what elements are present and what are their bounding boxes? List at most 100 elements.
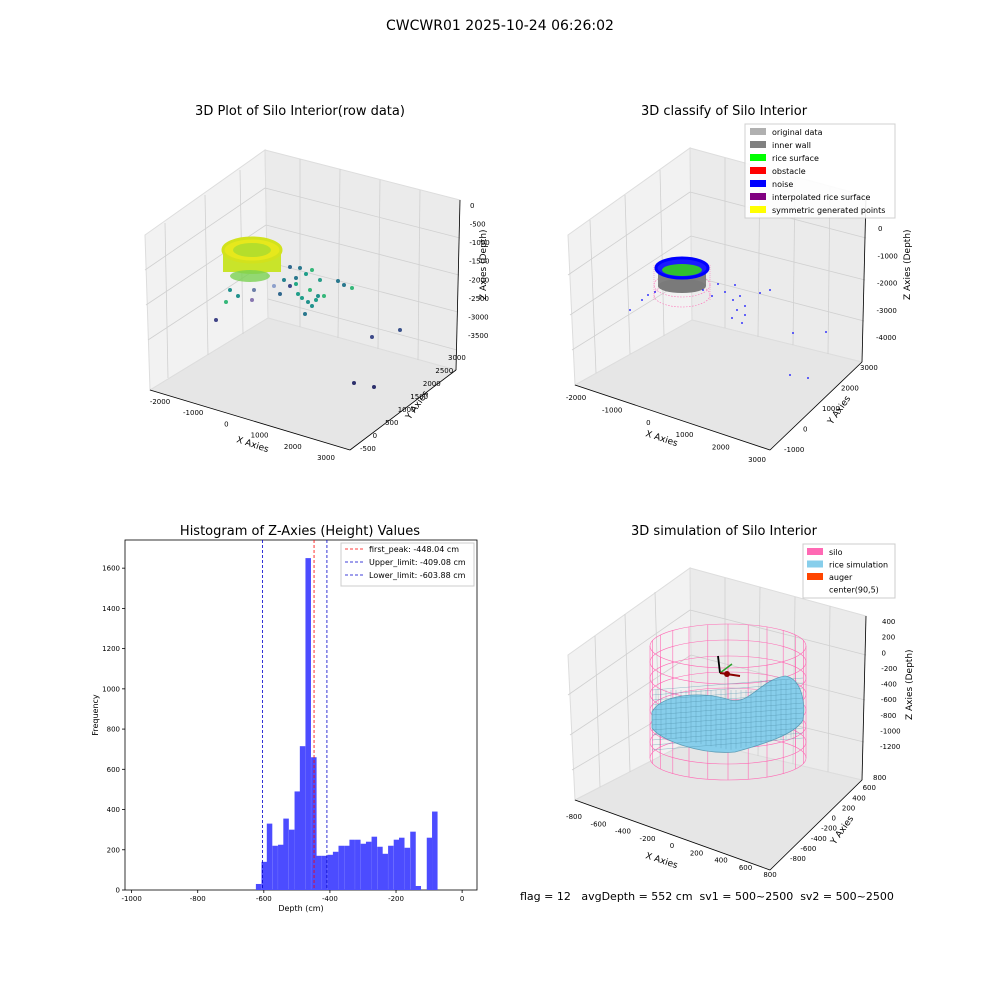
panel1-silo-ring xyxy=(221,236,283,282)
panel4-z-tick-label: -400 xyxy=(881,681,897,689)
histogram-x-tick-label: -400 xyxy=(322,895,338,903)
scatter-point xyxy=(294,276,298,280)
panel2-x-tick-label: -2000 xyxy=(566,394,586,402)
histogram-x-tick-label: -600 xyxy=(256,895,272,903)
legend-label: auger xyxy=(829,573,853,582)
panel1-y-tick-label: 1500 xyxy=(410,393,428,401)
panel4-z-tick-label: 200 xyxy=(882,634,895,642)
noise-point xyxy=(702,289,704,291)
panel4-z-tick-label: -600 xyxy=(881,696,897,704)
panel4-legend: silo rice simulation auger center(90,5) xyxy=(802,543,896,599)
histogram-bar xyxy=(399,837,405,890)
histogram-bar xyxy=(261,861,268,890)
histogram-y-tick-label: 1000 xyxy=(102,685,120,693)
histogram-bar xyxy=(266,823,273,890)
histogram-bars xyxy=(255,558,438,890)
histogram-y-tick-label: 1600 xyxy=(102,565,120,573)
auger-marker xyxy=(717,655,741,677)
panel2-x-tick-label: 3000 xyxy=(748,456,766,464)
scatter-point xyxy=(310,304,314,308)
panel1-y-tick-label: 3000 xyxy=(448,354,466,362)
panel2-y-tick-label: 3000 xyxy=(860,364,878,372)
histogram-bar xyxy=(355,839,361,890)
histogram-bar xyxy=(305,558,311,890)
panel4-y-tick-label: 400 xyxy=(852,794,865,802)
panel2-z-tick-label: -2000 xyxy=(877,280,897,288)
scatter-point xyxy=(294,282,298,286)
legend-swatch xyxy=(750,180,766,187)
histogram-bar xyxy=(349,839,355,890)
scatter-point xyxy=(300,296,304,300)
panel3-title: Histogram of Z-Axies (Height) Values xyxy=(179,524,421,539)
scatter-point xyxy=(372,385,376,389)
noise-point xyxy=(789,374,791,376)
noise-point xyxy=(744,314,746,316)
noise-point xyxy=(736,309,738,311)
scatter-point xyxy=(350,286,354,290)
histogram-bar xyxy=(360,843,367,890)
histogram-bar xyxy=(382,853,388,890)
histogram-x-tick-label: 0 xyxy=(460,895,464,903)
scatter-point xyxy=(398,328,402,332)
panel2-x-tick-label: -1000 xyxy=(602,406,622,414)
panel4-x-tick-label: -400 xyxy=(615,828,631,836)
panel2-y-tick-label: 2000 xyxy=(841,385,859,393)
panel2-y-tick-label: -1000 xyxy=(784,446,804,454)
histogram-bar xyxy=(321,855,328,890)
scatter-point xyxy=(298,266,302,270)
panel2-xlabel: X Axies xyxy=(644,429,679,449)
legend-label: Upper_limit: -409.08 cm xyxy=(369,558,466,567)
noise-point xyxy=(629,309,631,311)
noise-point xyxy=(641,299,643,301)
noise-point xyxy=(732,299,734,301)
panel1-y-tick-label: -500 xyxy=(360,445,376,453)
histogram-bar xyxy=(393,839,400,890)
histogram-bar xyxy=(377,846,383,890)
noise-point xyxy=(825,331,827,333)
scatter-point xyxy=(252,288,256,292)
panel4-x-tick-label: -200 xyxy=(640,835,656,843)
panel1-z-tick-label: -3000 xyxy=(468,313,488,321)
panel2-grid xyxy=(567,158,867,374)
histogram-bar xyxy=(299,746,306,890)
panel1-z-tick-label: -3500 xyxy=(468,332,488,340)
histogram-y-tick-label: 600 xyxy=(107,766,120,774)
histogram-bar xyxy=(371,836,378,890)
scatter-point xyxy=(316,294,320,298)
status-footer: flag = 12 avgDepth = 552 cm sv1 = 500~25… xyxy=(520,890,894,903)
scatter-point xyxy=(342,283,346,287)
panel2-z-tick-label: -4000 xyxy=(876,334,896,342)
noise-point xyxy=(807,377,809,379)
noise-point xyxy=(717,283,719,285)
noise-point xyxy=(654,291,656,293)
panel2-z-ticks: 0 -1000 -2000 -3000 -4000 xyxy=(876,225,898,342)
panel1-y-tick-label: 500 xyxy=(385,419,398,427)
panel2-z-tick-label: -1000 xyxy=(878,252,898,260)
scatter-point xyxy=(272,284,276,288)
legend-label: inner wall xyxy=(772,141,811,150)
panel4-x-tick-label: -600 xyxy=(591,820,607,828)
scatter-point xyxy=(236,294,240,298)
panel2-title: 3D classify of Silo Interior xyxy=(640,104,808,119)
noise-point xyxy=(724,291,726,293)
panel2-z-tick-label: 0 xyxy=(878,225,882,233)
noise-point xyxy=(647,294,649,296)
histogram-bar xyxy=(432,811,438,890)
panel1-x-tick-label: 3000 xyxy=(317,454,335,462)
panel4-zlabel: Z Axies (Depth) xyxy=(905,649,915,720)
legend-label: obstacle xyxy=(772,167,806,176)
histogram-bar xyxy=(294,791,301,890)
noise-point xyxy=(792,332,794,334)
legend-label: rice surface xyxy=(772,154,819,163)
panel1-y-tick-label: 0 xyxy=(373,432,377,440)
panel4-legend-items: silo rice simulation auger center(90,5) xyxy=(807,548,888,595)
panel1-x-tick-label: 0 xyxy=(224,420,228,428)
panel2-x-ticks: -2000 -1000 0 1000 2000 3000 xyxy=(566,394,766,464)
panel4-x-tick-label: 200 xyxy=(690,849,703,857)
panel2-silo-classified xyxy=(653,256,711,308)
legend-swatch xyxy=(807,585,823,593)
panel4-y-tick-label: -200 xyxy=(821,825,837,833)
histogram-y-tick-label: 1400 xyxy=(102,605,120,613)
histogram-y-tick-label: 0 xyxy=(116,887,120,895)
